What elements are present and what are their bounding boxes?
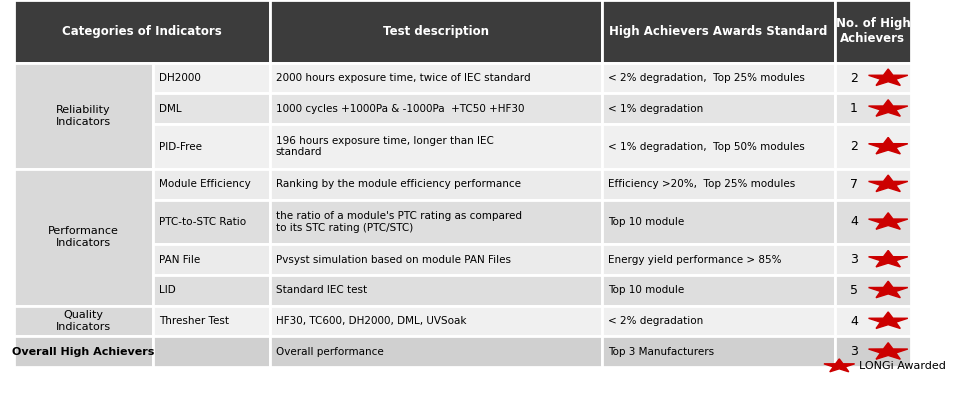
Bar	[269, 337, 602, 367]
Bar	[602, 244, 835, 275]
Text: Performance
Indicators: Performance Indicators	[48, 226, 118, 248]
Bar	[835, 200, 911, 244]
Polygon shape	[868, 137, 908, 154]
Polygon shape	[868, 213, 908, 229]
Bar	[835, 63, 911, 93]
Text: Thresher Test: Thresher Test	[159, 316, 229, 326]
Text: < 2% degradation,  Top 25% modules: < 2% degradation, Top 25% modules	[607, 73, 805, 83]
Polygon shape	[868, 281, 908, 298]
Bar	[13, 63, 153, 169]
Bar	[269, 63, 602, 93]
Text: 4: 4	[850, 216, 858, 228]
Bar	[602, 169, 835, 200]
Bar	[153, 63, 269, 93]
Text: DML: DML	[159, 104, 181, 114]
Bar	[602, 200, 835, 244]
Bar	[269, 306, 602, 337]
Bar	[153, 200, 269, 244]
Polygon shape	[868, 251, 908, 267]
Text: < 1% degradation: < 1% degradation	[607, 104, 703, 114]
Text: Energy yield performance > 85%: Energy yield performance > 85%	[607, 254, 781, 264]
Text: 2: 2	[850, 140, 858, 153]
Polygon shape	[868, 343, 908, 359]
Polygon shape	[868, 312, 908, 328]
Bar	[835, 93, 911, 124]
Bar	[153, 124, 269, 169]
Bar	[835, 0, 911, 63]
Text: 7: 7	[850, 178, 858, 191]
Bar	[602, 306, 835, 337]
Text: Top 10 module: Top 10 module	[607, 217, 684, 227]
Text: LONGi Awarded: LONGi Awarded	[859, 361, 945, 371]
Text: 2000 hours exposure time, twice of IEC standard: 2000 hours exposure time, twice of IEC s…	[276, 73, 530, 83]
Text: LID: LID	[159, 285, 176, 295]
Bar	[602, 93, 835, 124]
Text: 3: 3	[850, 253, 858, 266]
Text: HF30, TC600, DH2000, DML, UVSoak: HF30, TC600, DH2000, DML, UVSoak	[276, 316, 466, 326]
Bar	[835, 337, 911, 367]
Text: Overall performance: Overall performance	[276, 347, 384, 357]
Text: Efficiency >20%,  Top 25% modules: Efficiency >20%, Top 25% modules	[607, 179, 796, 189]
Polygon shape	[824, 359, 855, 372]
Text: PAN File: PAN File	[159, 254, 201, 264]
Text: High Achievers Awards Standard: High Achievers Awards Standard	[609, 25, 827, 38]
Text: Categories of Indicators: Categories of Indicators	[62, 25, 222, 38]
Text: DH2000: DH2000	[159, 73, 202, 83]
Text: Overall High Achievers: Overall High Achievers	[12, 347, 155, 357]
Text: the ratio of a module's PTC rating as compared
to its STC rating (PTC/STC): the ratio of a module's PTC rating as co…	[276, 211, 521, 233]
Bar	[602, 124, 835, 169]
Text: Standard IEC test: Standard IEC test	[276, 285, 367, 295]
Text: Ranking by the module efficiency performance: Ranking by the module efficiency perform…	[276, 179, 520, 189]
Text: < 1% degradation,  Top 50% modules: < 1% degradation, Top 50% modules	[607, 142, 804, 152]
Text: Test description: Test description	[383, 25, 489, 38]
Polygon shape	[868, 100, 908, 116]
Bar	[153, 337, 269, 367]
Text: PTC-to-STC Ratio: PTC-to-STC Ratio	[159, 217, 246, 227]
Bar	[602, 0, 835, 63]
Text: No. of High
Achievers: No. of High Achievers	[836, 17, 910, 45]
Text: Module Efficiency: Module Efficiency	[159, 179, 251, 189]
Bar	[269, 93, 602, 124]
Text: 1: 1	[850, 102, 858, 116]
Bar	[269, 124, 602, 169]
Bar	[835, 124, 911, 169]
Text: Reliability
Indicators: Reliability Indicators	[55, 105, 111, 127]
Text: 3: 3	[850, 345, 858, 358]
Text: PID-Free: PID-Free	[159, 142, 202, 152]
Bar	[13, 169, 153, 306]
Bar	[835, 169, 911, 200]
Text: 1000 cycles +1000Pa & -1000Pa  +TC50 +HF30: 1000 cycles +1000Pa & -1000Pa +TC50 +HF3…	[276, 104, 524, 114]
Bar	[13, 337, 153, 367]
Text: Top 3 Manufacturers: Top 3 Manufacturers	[607, 347, 714, 357]
Text: < 2% degradation: < 2% degradation	[607, 316, 703, 326]
Bar	[269, 244, 602, 275]
Bar	[835, 244, 911, 275]
Text: 5: 5	[850, 284, 858, 297]
Text: 196 hours exposure time, longer than IEC
standard: 196 hours exposure time, longer than IEC…	[276, 136, 494, 157]
Text: Pvsyst simulation based on module PAN Files: Pvsyst simulation based on module PAN Fi…	[276, 254, 511, 264]
Bar	[835, 306, 911, 337]
Bar	[835, 275, 911, 306]
Text: Top 10 module: Top 10 module	[607, 285, 684, 295]
Bar	[153, 275, 269, 306]
Polygon shape	[868, 175, 908, 192]
Bar	[602, 63, 835, 93]
Bar	[13, 306, 153, 337]
Bar	[602, 337, 835, 367]
Bar	[153, 306, 269, 337]
Text: 4: 4	[850, 314, 858, 328]
Bar	[153, 244, 269, 275]
Polygon shape	[868, 69, 908, 85]
Bar	[13, 0, 269, 63]
Bar	[269, 275, 602, 306]
Bar	[602, 275, 835, 306]
Bar	[153, 169, 269, 200]
Bar	[153, 93, 269, 124]
Bar	[269, 200, 602, 244]
Text: 2: 2	[850, 71, 858, 85]
Bar	[269, 0, 602, 63]
Text: Quality
Indicators: Quality Indicators	[55, 310, 111, 332]
Bar	[269, 169, 602, 200]
